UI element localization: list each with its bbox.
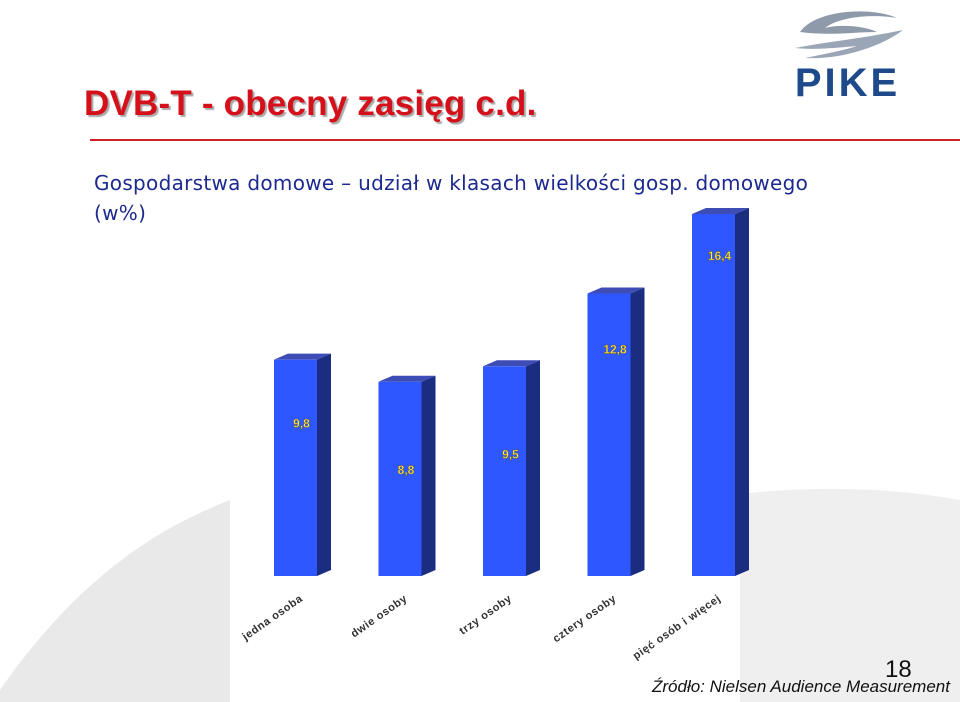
bar-front-face — [378, 381, 422, 576]
bar-front-face — [274, 359, 317, 576]
bar-top-face — [274, 353, 331, 360]
bar-side-face — [421, 375, 436, 576]
bar-front-face — [483, 366, 526, 576]
category-label: pięć osób i więcej — [631, 593, 723, 663]
bar-2: 8,8 — [378, 375, 436, 576]
page-number: 18 — [885, 656, 912, 683]
pike-logo: PIKE — [785, 8, 910, 105]
bar-value-label: 9,5 — [502, 447, 519, 461]
category-label: dwie osoby — [349, 592, 410, 640]
category-label: jedna osoba — [240, 592, 306, 643]
category-label: cztery osoby — [551, 592, 619, 645]
bar-top-face — [378, 375, 436, 382]
bar-side-face — [735, 208, 749, 576]
bar-5: 16,4 — [692, 208, 749, 576]
bar-side-face — [317, 353, 331, 576]
bar-value-label: 8,8 — [398, 463, 415, 477]
bar-side-face — [526, 360, 540, 576]
bar-value-label: 9,8 — [293, 417, 310, 431]
page-title: DVB-T - obecny zasięg c.d. — [84, 84, 537, 123]
bar-top-face — [587, 287, 645, 294]
title-underline — [90, 139, 960, 141]
logo-text: PIKE — [794, 61, 901, 105]
category-label: trzy osoby — [457, 592, 514, 637]
source-note: Źródło: Nielsen Audience Measurement — [652, 677, 950, 696]
bar-front-face — [692, 214, 735, 576]
bar-value-label: 16,4 — [708, 249, 732, 263]
chart-title: Gospodarstwa domowe – udział w klasach w… — [94, 171, 809, 225]
bar-front-face — [587, 293, 631, 576]
bar-value-label: 12,8 — [603, 342, 627, 356]
bar-4: 12,8 — [587, 287, 645, 576]
bar-top-face — [692, 208, 749, 214]
bar-top-face — [483, 360, 540, 367]
pike-swoosh-icon — [795, 11, 903, 59]
bar-side-face — [630, 287, 645, 576]
bar-1: 9,8 — [274, 353, 331, 576]
bar-3: 9,5 — [483, 360, 540, 576]
